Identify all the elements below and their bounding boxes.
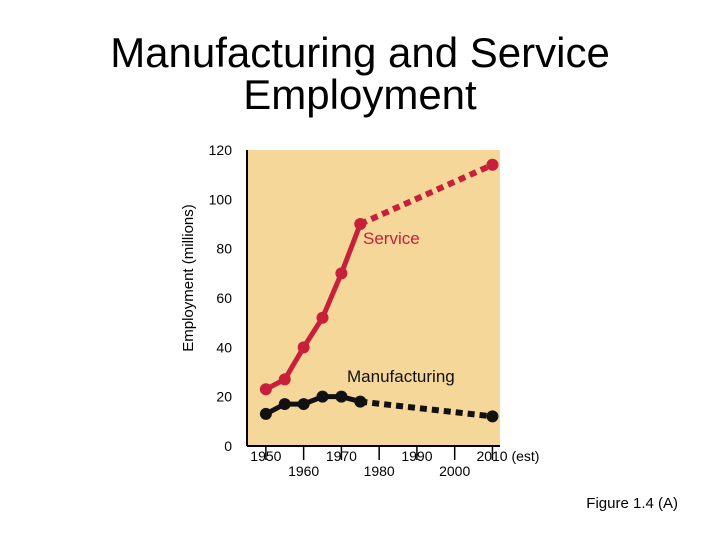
service-series-label: Service xyxy=(363,229,420,248)
service-series-point xyxy=(486,158,499,171)
y-tick-label: 80 xyxy=(216,241,232,257)
x-tick-label: 1980 xyxy=(364,463,395,479)
service-series-estimate-line xyxy=(359,162,494,227)
y-axis-label: Employment (millions) xyxy=(180,204,197,352)
slide-title: Manufacturing and Service Employment xyxy=(0,32,720,116)
manufacturing-series-estimate-line xyxy=(359,398,493,420)
y-tick-label: 20 xyxy=(216,389,232,405)
plot-area xyxy=(247,150,500,446)
x-tick-label: 2010 (est) xyxy=(476,448,539,464)
x-tick-label: 2000 xyxy=(439,463,470,479)
service-series-point xyxy=(354,218,367,230)
manufacturing-series-point xyxy=(335,390,348,403)
figure-caption: Figure 1.4 (A) xyxy=(586,495,678,512)
x-tick-label: 1970 xyxy=(326,448,357,464)
service-series-point xyxy=(259,383,272,396)
service-series-point xyxy=(297,341,310,354)
manufacturing-series-point xyxy=(259,407,272,420)
manufacturing-series-point xyxy=(278,398,291,411)
x-tick-label: 1960 xyxy=(288,463,319,479)
x-tick-label: 1990 xyxy=(401,448,432,464)
service-series-point xyxy=(316,311,329,324)
title-line-1: Manufacturing and Service xyxy=(110,29,610,76)
y-tick-label: 120 xyxy=(209,142,233,158)
manufacturing-series-point xyxy=(486,410,499,423)
manufacturing-series-point xyxy=(297,398,310,411)
service-series-point xyxy=(335,267,348,280)
y-tick-label: 0 xyxy=(224,438,232,454)
manufacturing-series-point xyxy=(316,390,329,403)
manufacturing-series-point xyxy=(354,395,367,408)
y-tick-label: 40 xyxy=(216,339,232,355)
manufacturing-series-label: Manufacturing xyxy=(347,367,455,386)
y-tick-label: 60 xyxy=(216,290,232,306)
title-line-2: Employment xyxy=(243,71,477,118)
x-tick-label: 1950 xyxy=(250,448,281,464)
service-series-point xyxy=(278,373,291,386)
y-tick-label: 100 xyxy=(209,191,233,207)
